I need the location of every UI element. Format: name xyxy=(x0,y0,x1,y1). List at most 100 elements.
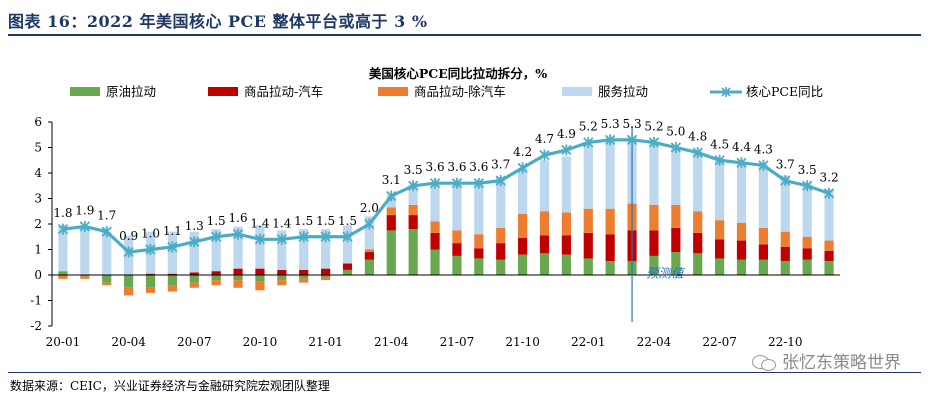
core-pce-point xyxy=(145,244,156,255)
legend-label: 服务拉动 xyxy=(598,84,648,99)
bar-services xyxy=(189,231,199,273)
bar-goods_ex_auto xyxy=(80,276,90,279)
bar-goods_auto xyxy=(518,238,528,255)
core-pce-label: 1.6 xyxy=(229,211,248,225)
bar-services xyxy=(342,225,353,264)
bar-goods_ex_auto xyxy=(102,282,112,286)
core-pce-point xyxy=(298,231,309,243)
bar-oil xyxy=(605,260,615,275)
core-pce-label: 0.9 xyxy=(119,229,138,243)
chart-title: 美国核心PCE同比拉动拆分，% xyxy=(369,66,547,81)
bar-oil xyxy=(518,254,528,275)
bar-goods_ex_auto xyxy=(780,231,790,247)
core-pce-point xyxy=(473,177,484,189)
bar-goods_ex_auto xyxy=(386,207,396,216)
bar-goods_ex_auto xyxy=(277,280,287,286)
core-pce-label: 1.8 xyxy=(53,206,72,220)
bar-goods_ex_auto xyxy=(452,230,462,244)
bar-oil xyxy=(321,275,331,278)
core-pce-point xyxy=(189,236,200,248)
bar-services xyxy=(496,176,506,228)
bar-goods_ex_auto xyxy=(649,204,659,231)
bar-goods_auto xyxy=(561,235,571,255)
core-pce-label: 1.5 xyxy=(316,214,335,228)
bar-oil xyxy=(736,259,747,275)
x-tick-label: 22-10 xyxy=(768,335,803,349)
bar-services xyxy=(605,137,615,209)
bar-goods_ex_auto xyxy=(671,204,681,228)
bar-oil xyxy=(124,275,134,288)
bar-oil xyxy=(233,275,243,281)
core-pce-point xyxy=(626,134,638,146)
core-pce-point xyxy=(254,233,266,245)
legend-swatch xyxy=(378,87,408,96)
bar-services xyxy=(102,231,112,275)
core-pce-point xyxy=(517,162,528,174)
core-pce-point xyxy=(495,175,506,187)
bar-goods_auto xyxy=(649,230,659,256)
core-pce-label: 4.4 xyxy=(732,140,751,154)
bar-goods_auto xyxy=(364,252,374,260)
bar-goods_auto xyxy=(386,215,396,231)
bar-oil xyxy=(780,260,790,275)
bar-services xyxy=(408,184,418,205)
x-tick-label: 21-01 xyxy=(308,335,343,349)
core-pce-label: 4.8 xyxy=(688,130,707,144)
bar-services xyxy=(58,225,68,272)
bar-oil xyxy=(452,255,462,275)
core-pce-point xyxy=(714,154,725,166)
bar-services xyxy=(693,150,703,212)
x-tick-label: 20-10 xyxy=(243,335,278,349)
core-pce-label: 3.7 xyxy=(776,158,795,172)
bar-goods_ex_auto xyxy=(167,285,177,292)
core-pce-label: 1.5 xyxy=(207,214,226,228)
y-tick-label: 5 xyxy=(34,141,42,155)
core-pce-label: 3.5 xyxy=(404,163,423,177)
core-pce-point xyxy=(429,177,441,189)
x-tick-label: 21-10 xyxy=(505,335,540,349)
bar-services xyxy=(211,229,221,272)
bar-goods_auto xyxy=(693,232,703,254)
core-pce-point xyxy=(802,180,813,192)
core-pce-label: 5.3 xyxy=(601,117,620,131)
bar-services xyxy=(80,226,90,275)
core-pce-point xyxy=(342,231,353,243)
bar-goods_ex_auto xyxy=(474,234,484,249)
bar-goods_ex_auto xyxy=(561,212,571,236)
bars xyxy=(58,137,834,296)
forecast-marker: 预测值 xyxy=(631,126,685,322)
x-tick-label: 22-04 xyxy=(637,335,672,349)
bar-oil xyxy=(189,275,199,283)
core-pce-label: 1.4 xyxy=(250,216,269,230)
bar-goods_auto xyxy=(605,234,615,261)
bar-services xyxy=(255,225,265,269)
bar-services xyxy=(233,226,243,269)
core-pce-point xyxy=(232,228,244,240)
y-axis: -2 -1 0 1 2 3 4 5 6 xyxy=(30,115,53,333)
bar-services xyxy=(474,180,484,235)
core-pce-point xyxy=(736,157,747,169)
bar-oil xyxy=(277,275,287,281)
core-pce-label: 5.3 xyxy=(623,117,642,131)
bar-oil xyxy=(715,258,725,275)
bar-oil xyxy=(474,258,484,275)
bar-goods_auto xyxy=(736,240,747,260)
bar-goods_ex_auto xyxy=(189,282,199,288)
bar-goods_auto xyxy=(474,248,484,259)
bar-oil xyxy=(211,275,221,281)
legend-marker xyxy=(721,87,731,97)
core-pce-point xyxy=(386,190,397,202)
core-pce-label: 3.6 xyxy=(447,160,466,174)
bar-oil xyxy=(102,275,112,283)
legend-swatch xyxy=(70,87,100,96)
bar-services xyxy=(167,231,177,274)
core-pce-point xyxy=(561,144,572,156)
bar-oil xyxy=(408,229,418,275)
bar-oil xyxy=(539,253,550,275)
legend-label: 核心PCE同比 xyxy=(746,84,823,99)
core-pce-point xyxy=(583,136,594,148)
bar-goods_ex_auto xyxy=(736,222,747,241)
bar-services xyxy=(364,216,374,250)
bar-services xyxy=(649,141,659,205)
bar-goods_ex_auto xyxy=(124,287,134,296)
